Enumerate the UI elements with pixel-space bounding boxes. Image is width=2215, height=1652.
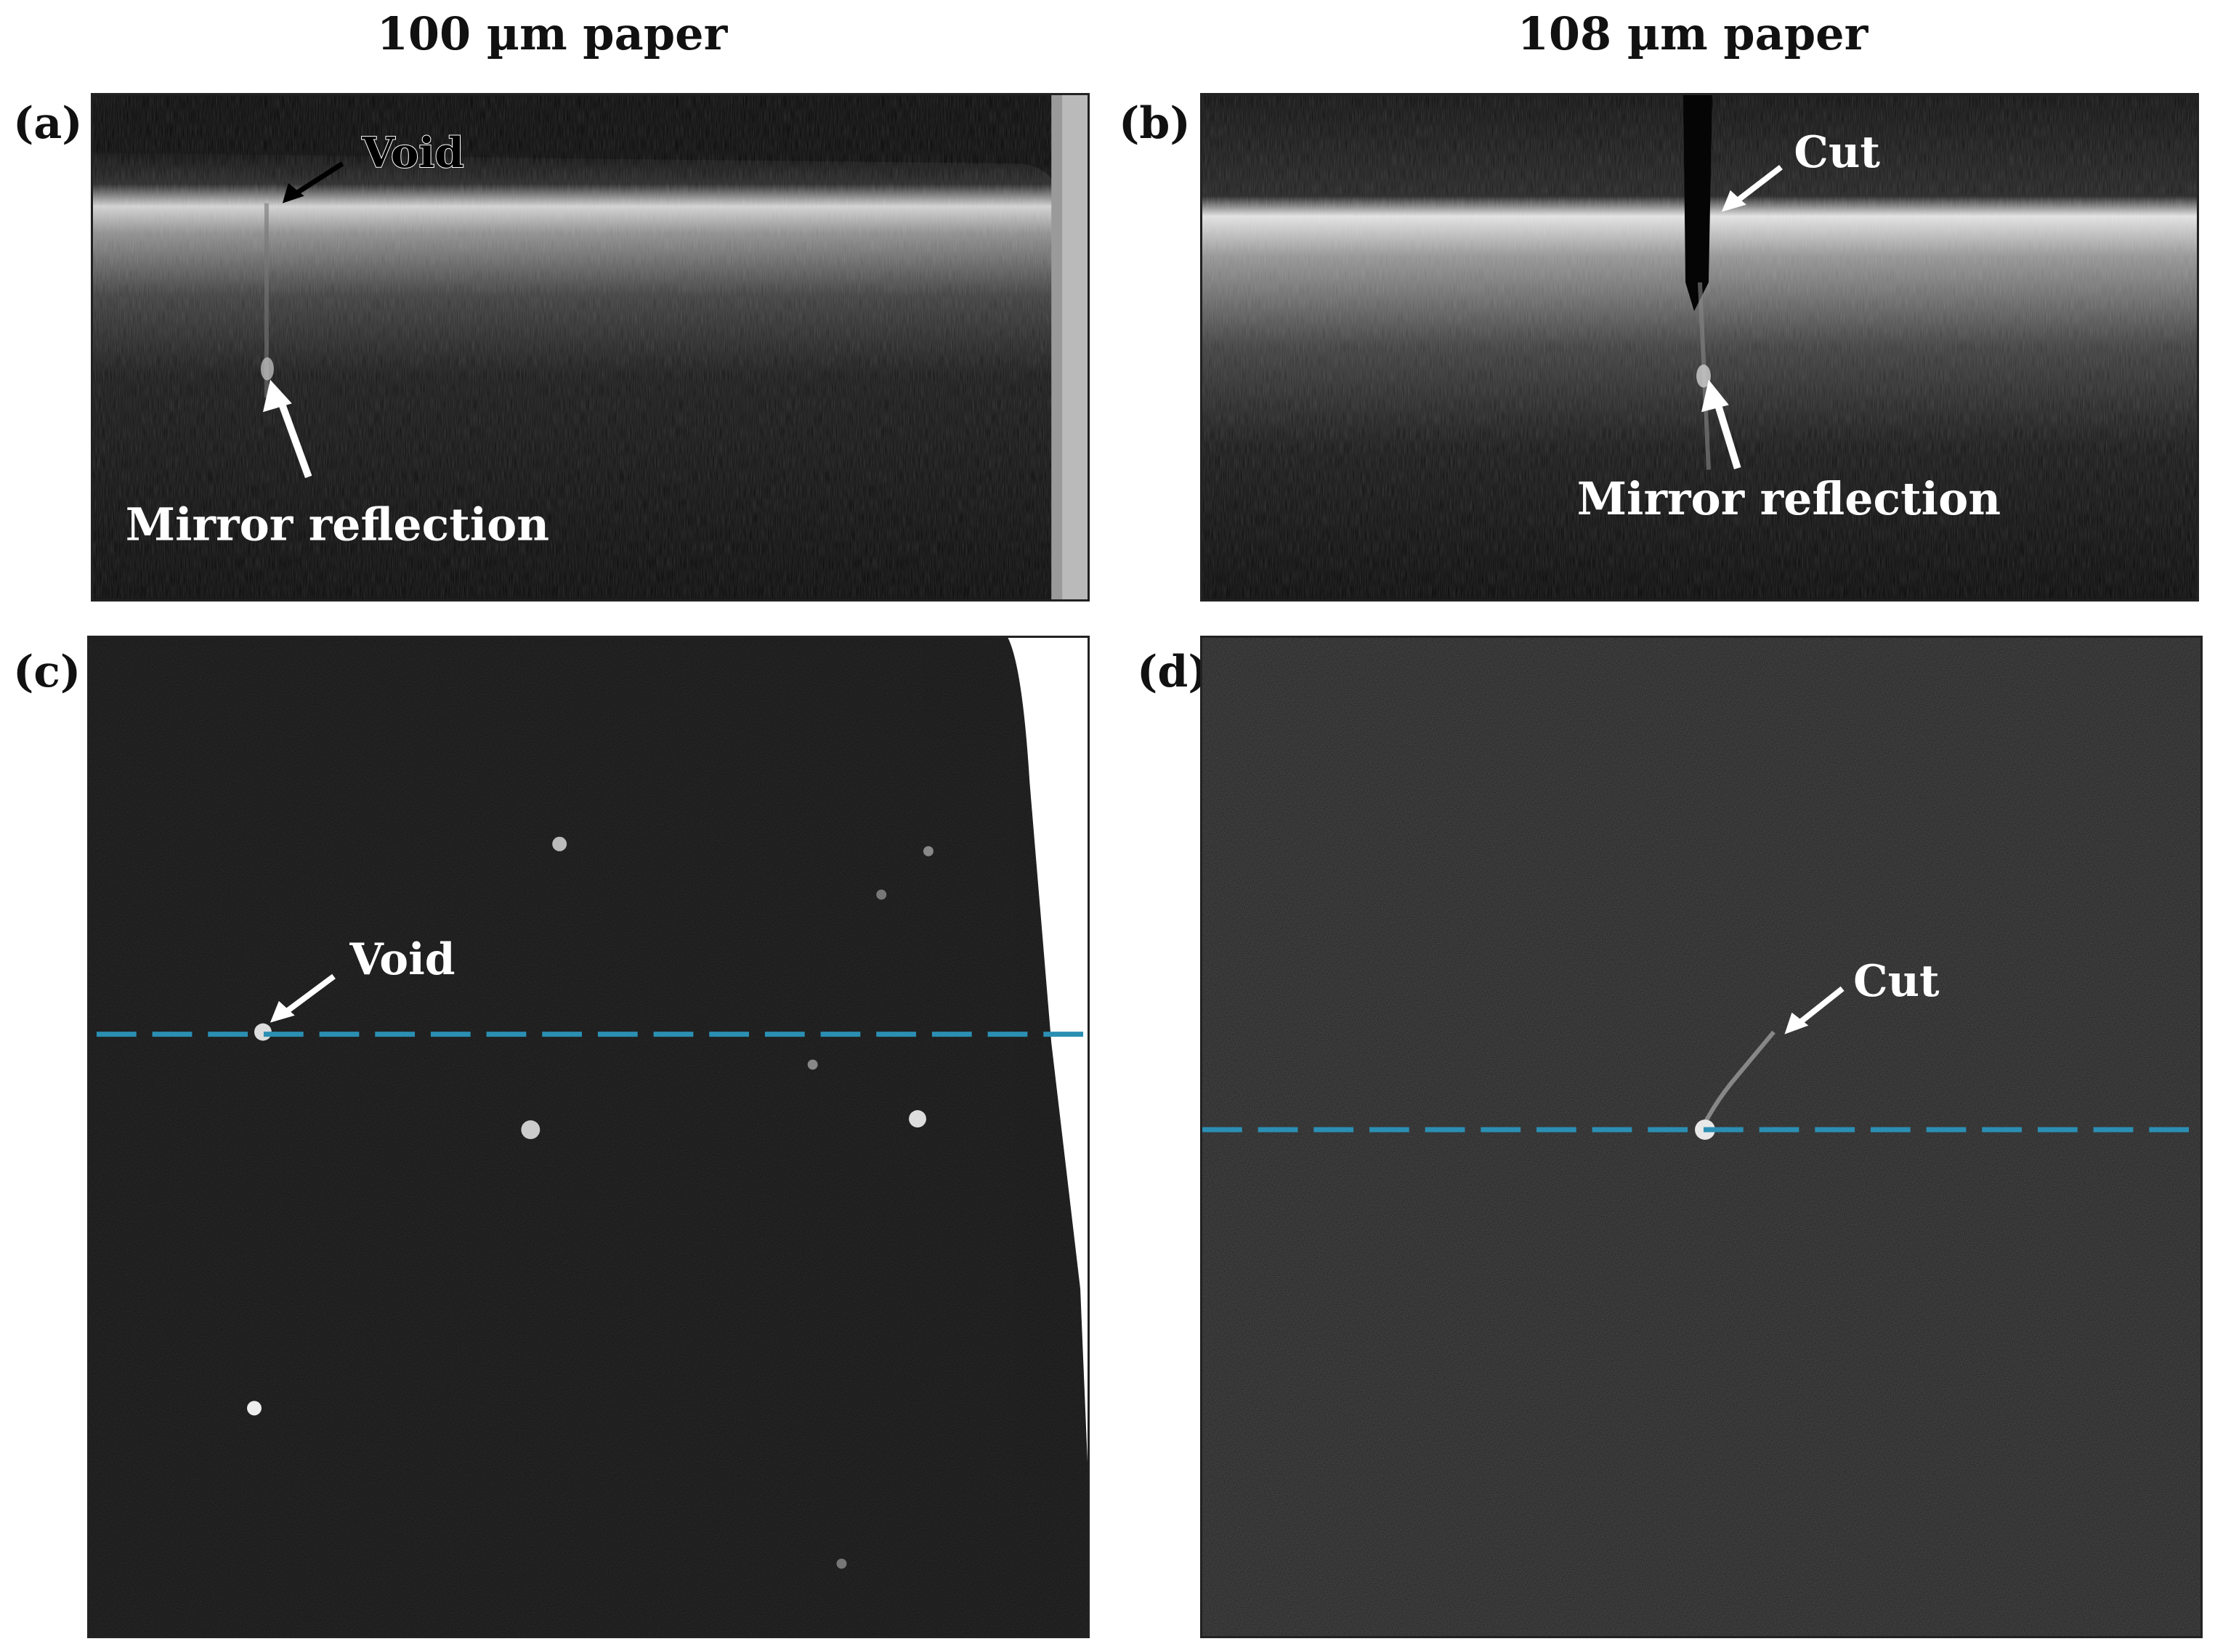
panel-b-cut-label: Cut <box>1794 127 1880 178</box>
panel-b-oct-cross-section: Cut Mirror reflection <box>1200 93 2199 602</box>
panel-d-label: (d) <box>1137 647 1209 697</box>
left-column-title: 100 µm paper <box>376 7 728 60</box>
right-column-title: 108 µm paper <box>1517 7 1868 60</box>
panel-c-en-face-image: Void <box>87 636 1090 1638</box>
panel-a-label: (a) <box>13 98 83 149</box>
panel-d-cut-label: Cut <box>1853 956 1940 1007</box>
panel-a-mirror-reflection-label: Mirror reflection <box>126 498 549 551</box>
panel-c-void-label: Void <box>349 934 455 985</box>
panel-a-void-label: Void <box>361 128 463 177</box>
panel-b-mirror-reflection-label: Mirror reflection <box>1577 472 2001 525</box>
panel-c-label: (c) <box>13 647 81 697</box>
panel-b-label: (b) <box>1119 98 1191 149</box>
panel-a-oct-cross-section: Void Mirror reflection <box>91 93 1090 602</box>
panel-d-en-face-image: Cut <box>1200 636 2203 1638</box>
